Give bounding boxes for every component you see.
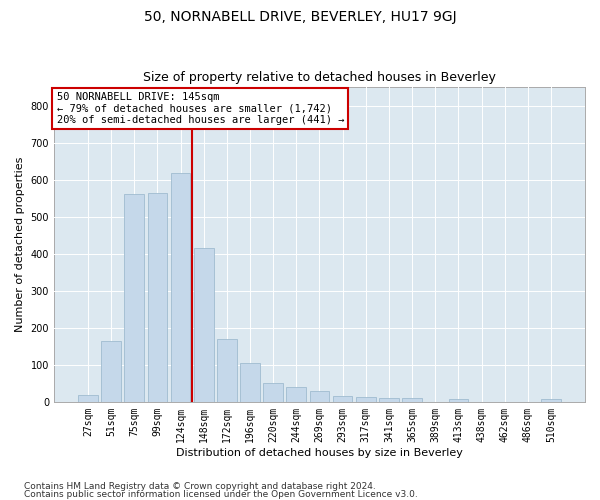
Bar bbox=[356, 396, 376, 402]
Bar bbox=[124, 194, 144, 402]
Bar bbox=[379, 398, 399, 402]
Bar bbox=[217, 339, 236, 402]
Bar bbox=[263, 382, 283, 402]
Bar bbox=[240, 363, 260, 402]
Text: 50, NORNABELL DRIVE, BEVERLEY, HU17 9GJ: 50, NORNABELL DRIVE, BEVERLEY, HU17 9GJ bbox=[143, 10, 457, 24]
Bar bbox=[194, 248, 214, 402]
Bar bbox=[333, 396, 352, 402]
Bar bbox=[170, 173, 190, 402]
Bar bbox=[286, 387, 306, 402]
Y-axis label: Number of detached properties: Number of detached properties bbox=[15, 157, 25, 332]
Text: 50 NORNABELL DRIVE: 145sqm
← 79% of detached houses are smaller (1,742)
20% of s: 50 NORNABELL DRIVE: 145sqm ← 79% of deta… bbox=[56, 92, 344, 125]
X-axis label: Distribution of detached houses by size in Beverley: Distribution of detached houses by size … bbox=[176, 448, 463, 458]
Text: Contains public sector information licensed under the Open Government Licence v3: Contains public sector information licen… bbox=[24, 490, 418, 499]
Bar bbox=[541, 399, 561, 402]
Bar bbox=[310, 390, 329, 402]
Bar bbox=[402, 398, 422, 402]
Bar bbox=[78, 395, 98, 402]
Bar bbox=[449, 399, 468, 402]
Text: Contains HM Land Registry data © Crown copyright and database right 2024.: Contains HM Land Registry data © Crown c… bbox=[24, 482, 376, 491]
Bar bbox=[101, 340, 121, 402]
Bar bbox=[148, 192, 167, 402]
Title: Size of property relative to detached houses in Beverley: Size of property relative to detached ho… bbox=[143, 72, 496, 85]
